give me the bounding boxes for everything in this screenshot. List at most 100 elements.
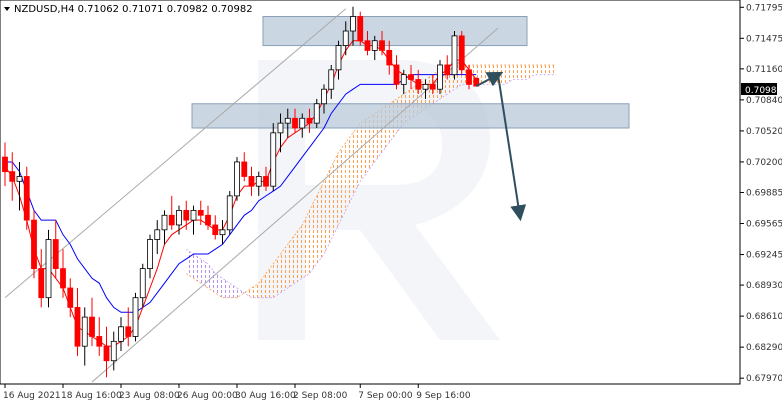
cloud-segment [200,258,208,288]
candle-body [96,336,103,347]
candle-body [89,316,95,337]
candle-body [444,64,451,76]
cloud-segment [229,283,237,298]
candle-body [386,50,393,66]
cloud-segment [237,288,245,298]
candle-body [400,74,407,85]
candle-body [103,345,110,362]
x-tick-label: 23 Aug 08:00 [119,391,180,401]
candle-body [415,79,422,90]
candle-body [74,306,81,347]
cloud-segment [527,64,535,80]
candle-body [110,340,117,362]
cloud-segment [280,244,288,293]
candle-body [52,239,59,270]
candle-body [292,117,298,129]
candle-body [371,40,378,51]
x-tick-label: 2 Sep 08:00 [293,391,348,401]
current-price-bg [741,83,777,95]
candle-body [408,74,414,80]
candle-body [342,30,349,46]
y-tick-label: 0.70520 [746,127,782,137]
y-tick-label: 0.71475 [746,34,782,44]
y-tick-label: 0.68930 [746,281,782,291]
candle-body [9,171,16,182]
candle-body [205,214,211,226]
cloud-segment [324,166,332,255]
cloud-segment [266,263,274,298]
senkou-span-b [186,74,556,299]
cloud-segment [295,224,303,284]
candle-body [241,161,248,177]
watermark-logo [258,60,500,340]
candle-body [306,117,313,124]
cloud-segment [215,273,223,298]
x-tick-label: 7 Sep 00:00 [358,391,413,401]
x-tick-label: 30 Aug 16:00 [235,391,296,401]
cloud-segment [338,142,346,225]
y-tick-label: 0.69245 [746,251,782,261]
price-axis: 0.71795 0.71475 0.71160 0.70840 0.70520 0.702… [740,3,782,384]
y-tick-label: 0.67970 [746,374,782,384]
candle-body [466,69,472,85]
candle-body [458,35,465,71]
x-tick-label: 16 Aug 2021 [3,391,61,401]
candle-body [38,268,45,299]
candle-body [284,117,291,124]
cloud-segment [316,181,324,264]
candle-body [379,40,385,51]
cloud-segment [186,249,194,279]
cloud-segment [548,64,556,75]
current-price-tag: 0.70982 [741,83,782,96]
candle-body [176,210,182,226]
cloud-segment [541,64,549,75]
cloud-segment [309,195,317,274]
cloud-segment [251,283,259,298]
candle-body [422,83,429,90]
candle-body [139,268,146,299]
y-tick-label: 0.69885 [746,188,782,198]
candle-body [190,210,197,221]
forecast-arrow-down [497,74,527,222]
y-tick-label: 0.69565 [746,220,782,230]
channel-upper-line [4,8,347,299]
chart-title-group: NZDUSD,H4 0.71062 0.71071 0.70982 0.7098… [4,4,253,15]
cloud-segment [353,123,361,196]
cloud-segment [244,288,252,298]
candle-body [364,40,371,51]
candle-body [168,214,175,226]
cloud-segment [360,118,368,182]
candle-body [60,268,66,289]
y-tick-label: 0.70840 [746,96,782,106]
cloud-segment [331,152,339,240]
cloud-segment [519,64,527,80]
cloud-segment [425,74,433,109]
cloud-segment [287,234,295,288]
candle-body [328,69,335,90]
cloud-segment [505,64,513,85]
resistance-zone [262,15,528,47]
cloud-segment [512,64,520,80]
support-zone [191,103,630,129]
candle-body [2,156,8,173]
candle-body [16,176,23,182]
candle-body [299,117,306,129]
current-price-label: 0.70982 [745,86,782,96]
candle-body [197,210,204,216]
candle-body [255,176,262,187]
cloud-segment [193,254,201,284]
x-tick-label: 18 Aug 16:00 [61,391,122,401]
candle-body [277,122,284,134]
symbol-dropdown-icon[interactable] [4,7,10,11]
candle-body [226,195,233,231]
forecast-arrow [475,71,527,222]
candle-body [183,210,190,221]
cloud-segment [273,254,281,298]
y-tick-label: 0.68610 [746,312,782,322]
candle-body [118,326,124,342]
ichimoku-cloud [186,64,556,299]
candle-body [313,103,320,124]
y-tick-label: 0.70200 [746,158,782,168]
